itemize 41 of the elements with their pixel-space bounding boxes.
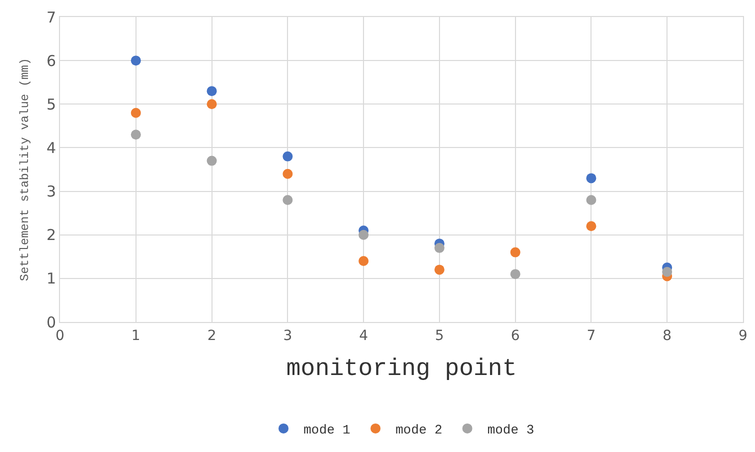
x-tick-label: 7 xyxy=(586,328,596,344)
point xyxy=(130,130,141,140)
point xyxy=(282,168,293,179)
y-axis-title: Settlement stability value (mm) xyxy=(18,58,32,282)
x-tick-label: 8 xyxy=(662,328,672,344)
x-tick-label: 4 xyxy=(359,328,368,344)
y-tick-label: 5 xyxy=(46,95,56,114)
point xyxy=(358,230,369,240)
point xyxy=(358,256,369,266)
y-tick-label: 6 xyxy=(46,52,56,70)
x-axis-title: monitoring point xyxy=(286,356,517,384)
point xyxy=(206,86,217,96)
x-tick-label: 6 xyxy=(510,328,520,344)
point xyxy=(130,56,141,66)
y-tick-label: 1 xyxy=(46,270,56,288)
x-tick-label: 2 xyxy=(207,328,216,344)
point xyxy=(510,247,520,258)
point xyxy=(434,264,444,275)
point xyxy=(586,195,596,205)
y-tick-label: 3 xyxy=(46,182,56,201)
y-tick-label: 0 xyxy=(46,313,56,332)
point xyxy=(434,242,444,253)
x-tick-label: 3 xyxy=(283,328,292,344)
point xyxy=(586,173,596,184)
point xyxy=(282,151,293,162)
y-tick-label: 2 xyxy=(46,226,56,244)
point xyxy=(206,156,217,166)
legend-label: mode 3 xyxy=(487,422,534,438)
y-tick-label: 4 xyxy=(46,138,56,157)
x-tick-label: 1 xyxy=(131,328,140,344)
legend-label: mode 2 xyxy=(396,422,442,438)
point xyxy=(510,269,520,280)
point xyxy=(586,221,596,232)
point xyxy=(662,266,672,277)
x-tick-label: 9 xyxy=(738,328,748,344)
y-tick-label: 7 xyxy=(46,8,56,26)
point xyxy=(206,99,217,110)
x-tick-label: 5 xyxy=(434,328,444,344)
point xyxy=(130,108,141,118)
point xyxy=(282,195,293,205)
legend-label: mode 1 xyxy=(304,422,351,438)
